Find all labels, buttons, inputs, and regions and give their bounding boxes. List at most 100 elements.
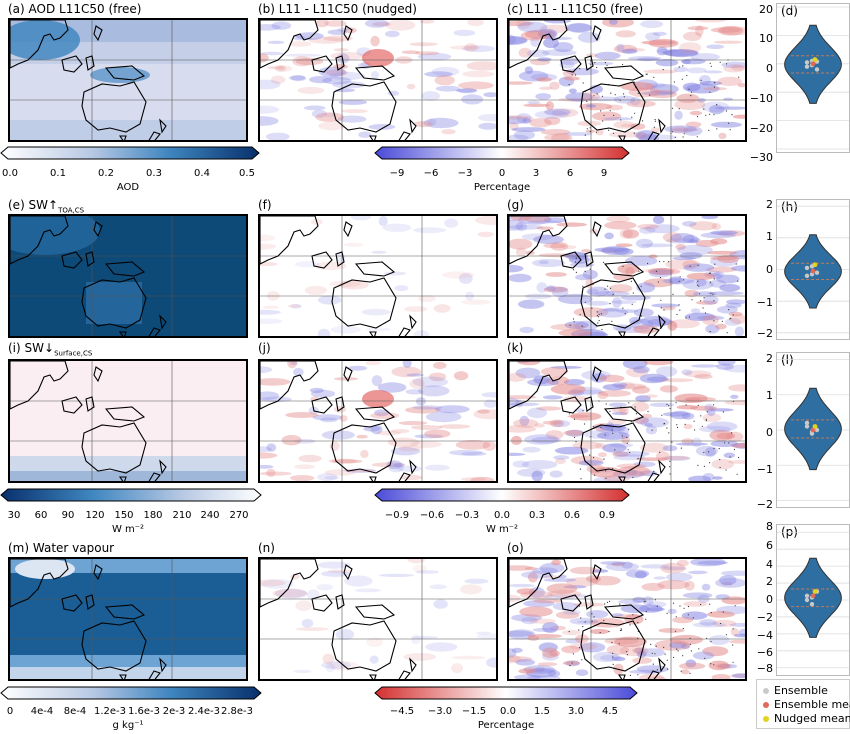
cb-pct1-tick-3: 0 bbox=[498, 168, 506, 179]
ensemble-mean-point bbox=[810, 593, 816, 599]
violin-canvas bbox=[777, 205, 849, 334]
coastline bbox=[260, 361, 417, 481]
ensemble-point bbox=[804, 424, 810, 429]
colorbar-swdiff-bar bbox=[374, 488, 630, 502]
vh-tick-1: 1 bbox=[766, 230, 773, 243]
cb-pct2-tick-3: 0.0 bbox=[500, 706, 516, 717]
cb-pct1-tick-2: −3 bbox=[457, 168, 473, 179]
map-canvas bbox=[509, 216, 745, 336]
ensemble-point bbox=[814, 427, 820, 433]
ensemble-point bbox=[804, 597, 810, 603]
legend-ensemble: Ensemble bbox=[763, 684, 828, 697]
coastline bbox=[509, 20, 666, 140]
colorbar-aod-bar bbox=[0, 146, 260, 160]
map-canvas bbox=[260, 559, 496, 679]
coastline bbox=[260, 216, 417, 336]
cb-sw-tick-2: 90 bbox=[61, 510, 75, 521]
colorbar-pct2-bar bbox=[374, 686, 638, 700]
legend: Ensemble Ensemble mean Nudged mean bbox=[756, 679, 850, 729]
title-f: (f) bbox=[258, 198, 272, 212]
cb-swdiff-tick-3: 0.0 bbox=[494, 510, 510, 521]
map-canvas bbox=[10, 20, 246, 140]
ensemble-point bbox=[814, 270, 820, 275]
vd-tick-4: −20 bbox=[749, 122, 773, 135]
legend-ensemble-dot bbox=[763, 688, 769, 694]
vp-tick-8: −8 bbox=[756, 662, 773, 675]
map-canvas bbox=[10, 216, 246, 336]
legend-ensemble-mean-label: Ensemble mean bbox=[774, 698, 850, 711]
title-d: (d) bbox=[781, 4, 798, 18]
ensemble-point bbox=[804, 64, 810, 69]
map-canvas bbox=[509, 559, 745, 679]
colorbar-sw-bar bbox=[0, 488, 262, 502]
colorbar-aod: 0.0 0.1 0.2 0.3 0.4 0.5 AOD bbox=[0, 146, 260, 196]
cb-aod-tick-3: 0.3 bbox=[146, 168, 162, 179]
map-e bbox=[8, 214, 248, 338]
cb-wv-tick-3: 1.2e-3 bbox=[93, 706, 127, 717]
vp-tick-2: 4 bbox=[766, 558, 773, 571]
ensemble-point bbox=[809, 602, 815, 607]
cb-sw-tick-4: 150 bbox=[114, 510, 134, 521]
title-a: (a) AOD L11C50 (free) bbox=[8, 2, 142, 16]
ensemble-mean-point bbox=[810, 268, 816, 274]
map-canvas bbox=[509, 361, 745, 481]
vl-tick-1: 1 bbox=[766, 389, 773, 402]
vp-tick-3: 2 bbox=[766, 575, 773, 588]
map-canvas bbox=[260, 20, 496, 140]
vh-tick-0: 2 bbox=[766, 198, 773, 211]
violin-d bbox=[776, 3, 850, 153]
vp-tick-1: 6 bbox=[766, 539, 773, 552]
nudged-mean-point bbox=[812, 424, 818, 429]
cb-sw-tick-3: 120 bbox=[85, 510, 105, 521]
ensemble-mean-point bbox=[810, 61, 816, 67]
cb-pct2-tick-4: 1.5 bbox=[534, 706, 550, 717]
legend-ensemble-mean-dot bbox=[763, 702, 769, 708]
ensemble-point bbox=[814, 67, 820, 72]
vh-tick-3: −1 bbox=[756, 296, 773, 309]
colorbar-swdiff: −0.9 −0.6 −0.3 0.0 0.3 0.6 0.9 W m⁻² bbox=[374, 488, 630, 538]
cb-pct2-tick-5: 3.0 bbox=[568, 706, 584, 717]
violin-p bbox=[776, 524, 850, 676]
legend-ensemble-mean: Ensemble mean bbox=[763, 698, 850, 711]
cb-wv-tick-6: 2.4e-3 bbox=[187, 706, 221, 717]
ensemble-point bbox=[804, 273, 810, 279]
map-f bbox=[258, 214, 498, 338]
vp-tick-7: −6 bbox=[756, 646, 773, 659]
title-o: (o) bbox=[507, 541, 524, 555]
legend-nudged-mean-dot bbox=[763, 716, 769, 722]
map-canvas bbox=[260, 216, 496, 336]
cb-pct2-tick-0: −4.5 bbox=[389, 706, 415, 717]
title-l: (l) bbox=[781, 353, 794, 367]
violin-l bbox=[776, 352, 850, 508]
cb-pct2-tick-2: −1.5 bbox=[461, 706, 487, 717]
map-o bbox=[507, 557, 747, 681]
vd-tick-3: −10 bbox=[749, 92, 773, 105]
legend-nudged-mean-label: Nudged mean bbox=[774, 712, 850, 725]
cb-pct1-label: Percentage bbox=[473, 182, 531, 193]
colorbar-sw: 30 60 90 120 150 180 210 240 270 W m⁻² bbox=[0, 488, 262, 538]
cb-swdiff-tick-1: −0.6 bbox=[419, 510, 445, 521]
nudged-mean-point bbox=[812, 57, 818, 62]
vp-tick-4: 0 bbox=[766, 593, 773, 606]
title-n: (n) bbox=[258, 541, 275, 555]
title-b: (b) L11 - L11C50 (nudged) bbox=[258, 2, 417, 16]
cb-sw-tick-6: 210 bbox=[172, 510, 192, 521]
nudged-mean-point bbox=[812, 589, 818, 594]
map-m bbox=[8, 557, 248, 681]
ensemble-point bbox=[804, 60, 810, 65]
legend-ensemble-label: Ensemble bbox=[774, 684, 828, 697]
coastline bbox=[10, 559, 167, 679]
ensemble-point bbox=[804, 593, 810, 598]
vd-tick-5: −30 bbox=[749, 151, 773, 164]
cb-swdiff-tick-6: 0.9 bbox=[599, 510, 615, 521]
title-e: (e) SW↑TOA,CS bbox=[8, 198, 85, 215]
coastline bbox=[10, 361, 167, 481]
coastline bbox=[260, 559, 417, 679]
title-i: (i) SW↓Surface,CS bbox=[8, 341, 93, 358]
map-k bbox=[507, 359, 747, 483]
title-g: (g) bbox=[507, 198, 524, 212]
map-n bbox=[258, 557, 498, 681]
coastline bbox=[509, 216, 666, 336]
cb-aod-tick-4: 0.4 bbox=[194, 168, 210, 179]
vd-tick-2: 0 bbox=[766, 62, 773, 75]
